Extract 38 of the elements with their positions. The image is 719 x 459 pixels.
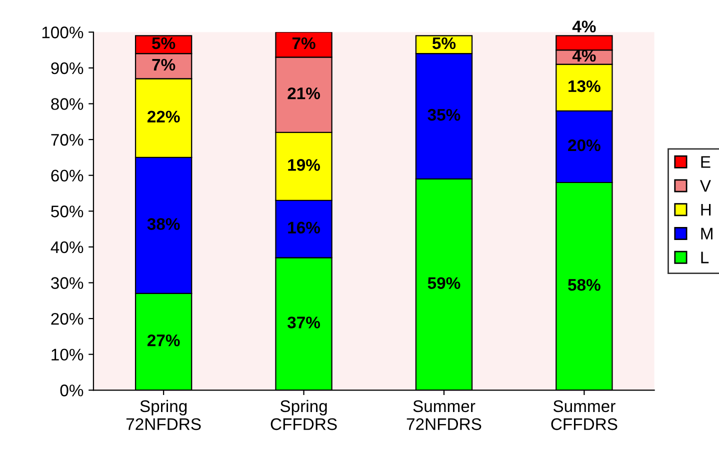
y-tick-label: 40%: [50, 241, 84, 254]
y-tick-label: 80%: [51, 98, 84, 110]
y-tick-label: 70%: [51, 134, 84, 146]
data-label: 16%: [288, 222, 320, 234]
y-tick-label: 60%: [51, 170, 84, 182]
y-tick-label: 20%: [51, 312, 84, 325]
data-label: 4%: [572, 20, 596, 32]
legend-label: M: [701, 228, 712, 240]
data-label: 20%: [568, 139, 600, 152]
data-label: 4%: [572, 50, 596, 62]
y-tick-label: 30%: [51, 277, 84, 289]
legend-label: H: [701, 204, 711, 216]
data-label: 19%: [288, 159, 320, 171]
data-label: 58%: [568, 278, 600, 291]
x-tick-label: Spring 72NFDRS: [126, 400, 201, 430]
y-tick-label: 0%: [60, 384, 84, 396]
data-label: 13%: [568, 80, 600, 92]
legend-label: V: [700, 180, 711, 192]
x-tick-label: Summer 72NFDRS: [406, 400, 482, 430]
data-label: 21%: [288, 87, 320, 100]
data-label: 27%: [147, 334, 180, 346]
x-tick-label: Spring CFFDRS: [270, 400, 337, 430]
y-tick-label: 100%: [42, 26, 84, 38]
data-label: 5%: [432, 37, 456, 50]
legend-label: L: [701, 252, 709, 264]
data-label: 7%: [292, 37, 316, 50]
data-label: 38%: [147, 218, 180, 230]
data-label: 5%: [152, 37, 176, 50]
data-label: 7%: [152, 58, 176, 71]
data-label: 22%: [147, 110, 180, 122]
y-tick-label: 10%: [52, 348, 84, 361]
legend-label: E: [701, 156, 710, 168]
x-tick-label: Summer CFFDRS: [551, 400, 618, 430]
y-tick-label: 90%: [51, 62, 84, 74]
data-label: 59%: [428, 277, 460, 290]
y-tick-label: 50%: [51, 206, 84, 218]
data-label: 35%: [428, 108, 460, 121]
data-label: 37%: [287, 316, 320, 328]
